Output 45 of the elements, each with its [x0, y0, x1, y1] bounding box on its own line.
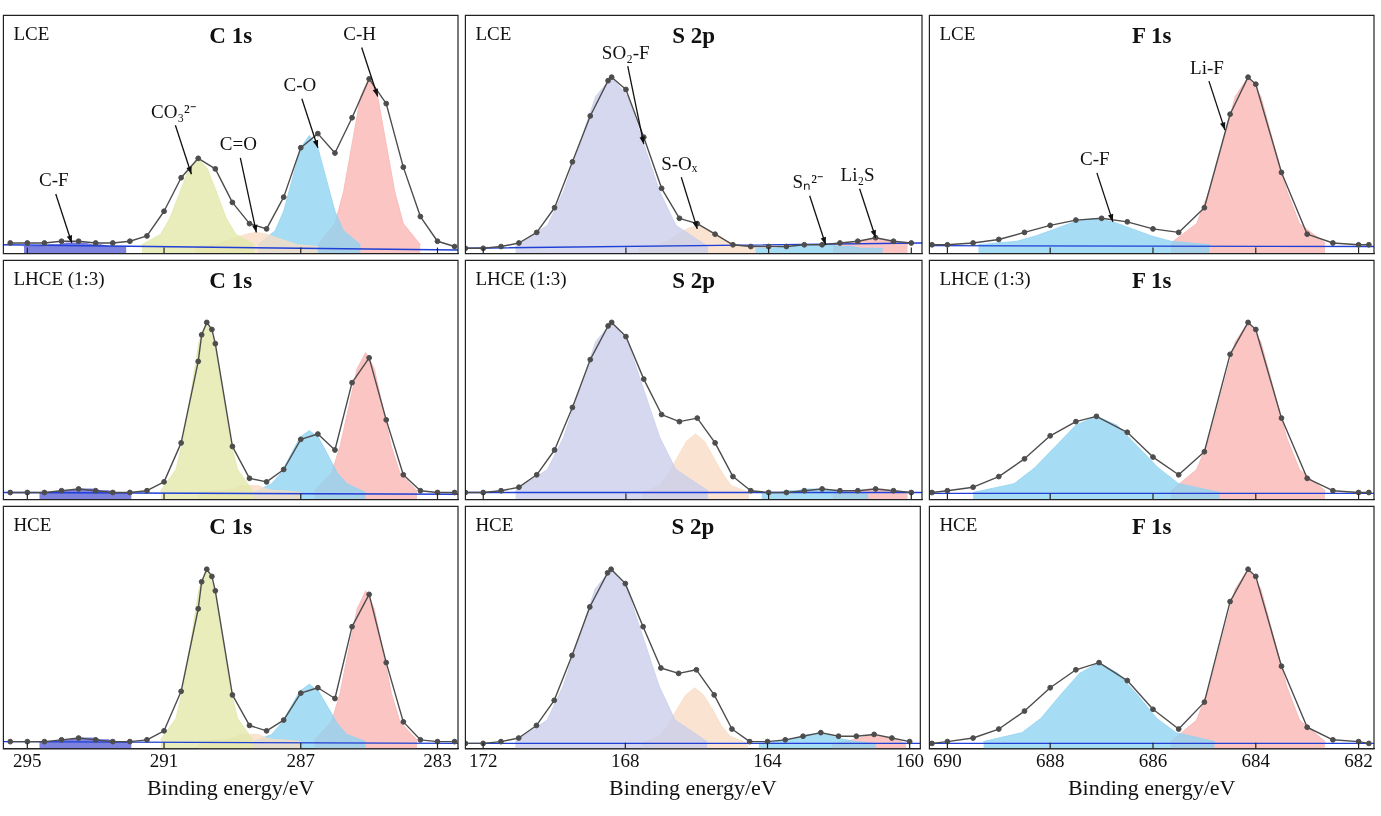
annotation: C-H [343, 23, 377, 45]
text: LCE [13, 23, 50, 45]
x-tick-label: 287 [286, 750, 316, 772]
x-tick-label: 690 [933, 750, 962, 772]
chart-title: F 1s [1132, 268, 1172, 294]
chart-title: C 1s [209, 514, 253, 540]
text: LCE [475, 23, 512, 45]
text: LHCE (1:3) [475, 268, 567, 291]
text: HCE [939, 514, 978, 536]
chart-title: C 1s [209, 268, 253, 294]
x-tick-label: 688 [1035, 750, 1065, 772]
text: HCE [475, 514, 514, 536]
x-axis-title: Binding energy/eV [1067, 774, 1236, 800]
x-tick-label: 160 [895, 750, 924, 772]
x-tick-label: 295 [13, 750, 42, 772]
annotation: C-F [1080, 148, 1110, 170]
x-tick-label: 682 [1344, 750, 1373, 772]
text: LHCE (1:3) [939, 268, 1031, 291]
x-tick-label: 164 [753, 750, 783, 772]
x-tick-label: 291 [149, 750, 179, 772]
chart-title: F 1s [1132, 514, 1172, 540]
x-tick-label: 172 [468, 750, 498, 772]
chart-title: F 1s [1132, 23, 1172, 49]
text: LCE [939, 23, 976, 45]
annotation: C-F [38, 169, 69, 191]
annotation: CO₃²⁻ [151, 100, 196, 122]
annotation: S-Oₓ [661, 152, 698, 174]
chart-title: S 2p [671, 514, 715, 540]
annotation: C=O [219, 133, 257, 155]
chart-title: C 1s [209, 23, 253, 49]
text: LHCE (1:3) [13, 268, 105, 291]
x-axis-title: Binding energy/eV [609, 774, 777, 800]
annotation: Sₙ²⁻ [792, 171, 823, 193]
annotation: Li₂S [840, 164, 875, 186]
x-tick-label: 686 [1138, 750, 1168, 772]
x-tick-label: 283 [423, 750, 452, 772]
annotation: C-O [283, 74, 317, 96]
x-tick-label: 684 [1241, 750, 1271, 772]
x-axis-title: Binding energy/eV [146, 774, 315, 800]
text: HCE [13, 514, 52, 536]
annotation: Li-F [1190, 56, 1224, 78]
annotation: SO₂-F [601, 41, 650, 63]
x-tick-label: 168 [611, 750, 640, 772]
chart-title: S 2p [672, 268, 716, 294]
chart-title: S 2p [672, 23, 716, 49]
